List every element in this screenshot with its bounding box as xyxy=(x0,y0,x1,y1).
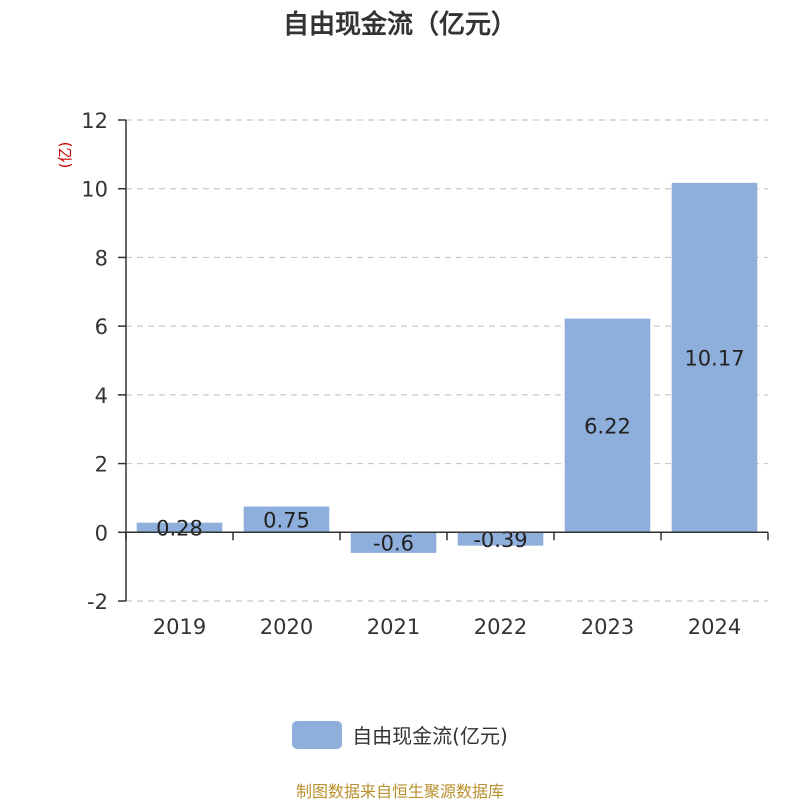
bar-2023 xyxy=(564,318,651,533)
x-tick-label: 2022 xyxy=(474,615,527,639)
y-tick-label: 2 xyxy=(95,453,108,477)
y-tick-label: 6 xyxy=(95,315,108,339)
data-label-2023: 6.22 xyxy=(584,414,631,438)
x-tick-label: 2021 xyxy=(367,615,420,639)
legend-swatch xyxy=(292,720,343,749)
legend[interactable]: 自由现金流(亿元) xyxy=(0,720,800,749)
bar-2020 xyxy=(243,506,330,533)
bar-2019 xyxy=(136,522,223,533)
y-tick-label: 8 xyxy=(95,246,108,270)
y-tick-label: 10 xyxy=(81,178,108,202)
data-label-2024: 10.17 xyxy=(684,347,744,371)
y-tick-label: 4 xyxy=(95,384,108,408)
bar-2022 xyxy=(457,532,544,546)
x-tick-label: 2024 xyxy=(688,615,741,639)
source-note: 制图数据来自恒生聚源数据库 xyxy=(295,782,504,801)
x-tick-label: 2023 xyxy=(581,615,634,639)
chart-title: 自由现金流（亿元） xyxy=(282,10,517,40)
data-label-2019: 0.28 xyxy=(156,516,203,540)
y-axis-label: (亿) xyxy=(56,142,74,169)
data-label-2021: -0.6 xyxy=(373,532,414,556)
legend-label: 自由现金流(亿元) xyxy=(352,724,508,748)
data-label-2020: 0.75 xyxy=(263,508,310,532)
bar-2021 xyxy=(350,532,437,553)
y-tick-label: 0 xyxy=(95,521,108,545)
x-tick-label: 2019 xyxy=(153,615,206,639)
x-tick-label: 2020 xyxy=(260,615,313,639)
y-tick-label: -2 xyxy=(87,590,108,614)
y-tick-label: 12 xyxy=(81,109,108,133)
bar-2024 xyxy=(671,182,758,533)
